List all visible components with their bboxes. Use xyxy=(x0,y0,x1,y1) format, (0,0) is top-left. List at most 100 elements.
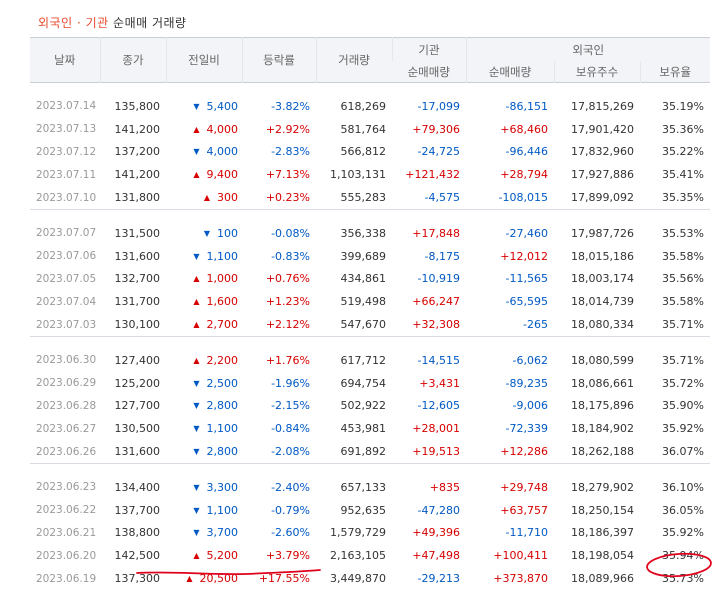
cell-volume: 2,163,105 xyxy=(330,549,386,563)
triangle-up-icon: ▲ xyxy=(193,274,200,284)
change-value: 1,100 xyxy=(206,503,239,517)
cell-close: 127,700 xyxy=(114,399,161,413)
cell-frgn-ratio: 35.58% xyxy=(662,295,704,309)
table-row: 2023.06.20 142,500 ▲ 5,200 +3.79% 2,163,105 +4… xyxy=(30,544,710,567)
cell-volume: 691,892 xyxy=(340,445,387,459)
cell-frgn-hold: 18,014,739 xyxy=(571,295,634,309)
cell-frgn-ratio: 36.05% xyxy=(662,503,704,517)
cell-volume: 566,812 xyxy=(340,145,387,159)
cell-date: 2023.07.07 xyxy=(36,227,97,240)
triangle-down-icon: ▼ xyxy=(193,251,200,261)
triangle-down-icon: ▼ xyxy=(193,401,200,411)
table-row: 2023.07.05 132,700 ▲ 1,000 +0.76% 434,861 -10,… xyxy=(30,268,710,291)
change-value: 1,100 xyxy=(206,249,239,263)
triangle-up-icon: ▲ xyxy=(193,320,200,330)
triangle-down-icon: ▼ xyxy=(193,482,200,492)
group-separator xyxy=(30,335,710,349)
cell-frgn-hold: 17,899,092 xyxy=(571,191,634,205)
cell-frgn-net: -265 xyxy=(523,318,548,332)
title-separator: · xyxy=(76,16,82,30)
cell-frgn-ratio: 35.73% xyxy=(662,572,704,586)
cell-inst-net: +47,498 xyxy=(412,549,460,563)
cell-date: 2023.07.05 xyxy=(36,272,97,285)
cell-change: ▼ 4,000 xyxy=(166,141,242,164)
header-volume: 거래량 xyxy=(315,37,392,83)
group-separator xyxy=(30,462,710,476)
cell-rate: +2.12% xyxy=(265,318,310,332)
cell-frgn-net: -72,339 xyxy=(505,422,548,436)
cell-frgn-hold: 18,086,661 xyxy=(571,376,634,390)
cell-rate: -0.83% xyxy=(271,249,310,263)
cell-change: ▼ 5,400 xyxy=(166,95,242,118)
cell-date: 2023.06.26 xyxy=(36,445,97,458)
cell-change: ▼ 1,100 xyxy=(166,417,242,440)
cell-date: 2023.07.10 xyxy=(36,191,97,204)
table-row: 2023.07.12 137,200 ▼ 4,000 -2.83% 566,812 -24,… xyxy=(30,141,710,164)
cell-rate: -2.40% xyxy=(271,480,310,494)
cell-close: 132,700 xyxy=(114,272,161,286)
cell-frgn-net: -11,565 xyxy=(505,272,548,286)
change-value: 4,000 xyxy=(206,122,239,136)
cell-change: ▼ 3,300 xyxy=(166,476,242,499)
cell-close: 131,500 xyxy=(114,226,161,240)
triangle-down-icon: ▼ xyxy=(193,101,200,111)
triangle-up-icon: ▲ xyxy=(193,297,200,307)
header-close: 종가 xyxy=(99,37,166,83)
cell-frgn-net: -65,595 xyxy=(505,295,548,309)
header-date: 날짜 xyxy=(30,37,100,83)
triangle-up-icon: ▲ xyxy=(193,551,200,561)
cell-frgn-hold: 18,279,902 xyxy=(571,480,634,494)
cell-frgn-ratio: 36.10% xyxy=(662,480,704,494)
cell-volume: 3,449,870 xyxy=(330,572,386,586)
cell-frgn-ratio: 35.92% xyxy=(662,526,704,540)
triangle-up-icon: ▲ xyxy=(193,124,200,134)
cell-volume: 618,269 xyxy=(340,99,387,113)
cell-volume: 1,103,131 xyxy=(330,168,386,182)
cell-rate: -0.08% xyxy=(271,226,310,240)
cell-close: 131,600 xyxy=(114,249,161,263)
cell-date: 2023.06.19 xyxy=(36,572,97,585)
cell-frgn-hold: 18,175,896 xyxy=(571,399,634,413)
change-value: 100 xyxy=(217,226,238,240)
triangle-up-icon: ▲ xyxy=(186,574,193,584)
cell-inst-net: -24,725 xyxy=(417,145,460,159)
cell-frgn-net: +12,286 xyxy=(500,445,548,459)
cell-frgn-net: -6,062 xyxy=(512,353,548,367)
cell-rate: -1.96% xyxy=(271,376,310,390)
change-value: 300 xyxy=(217,191,238,205)
cell-inst-net: -14,515 xyxy=(417,353,460,367)
cell-frgn-hold: 17,832,960 xyxy=(571,145,634,159)
cell-inst-net: +49,396 xyxy=(412,526,460,540)
cell-change: ▼ 2,500 xyxy=(166,372,242,395)
cell-frgn-ratio: 35.71% xyxy=(662,318,704,332)
change-value: 4,000 xyxy=(206,145,239,159)
cell-volume: 502,922 xyxy=(340,399,387,413)
cell-date: 2023.06.28 xyxy=(36,399,97,412)
triangle-down-icon: ▼ xyxy=(193,424,200,434)
cell-change: ▲ 1,000 xyxy=(166,268,242,291)
cell-rate: +1.76% xyxy=(265,353,310,367)
cell-rate: -0.79% xyxy=(271,503,310,517)
cell-change: ▲ 2,200 xyxy=(166,349,242,372)
header-frgn-hold: 보유주수 xyxy=(553,61,640,83)
cell-inst-net: -12,605 xyxy=(417,399,460,413)
title-net-volume: 순매매 거래량 xyxy=(113,16,187,30)
header-foreign: 외국인 xyxy=(465,37,710,61)
header-frgn-net: 순매매량 xyxy=(465,61,554,83)
cell-rate: -2.60% xyxy=(271,526,310,540)
cell-close: 130,500 xyxy=(114,422,161,436)
cell-frgn-net: -86,151 xyxy=(505,99,548,113)
table-row: 2023.06.26 131,600 ▼ 2,800 -2.08% 691,892 +19,… xyxy=(30,440,710,463)
cell-volume: 952,635 xyxy=(340,503,387,517)
cell-date: 2023.06.20 xyxy=(36,549,97,562)
cell-rate: -3.82% xyxy=(271,99,310,113)
cell-frgn-ratio: 35.90% xyxy=(662,399,704,413)
header-change: 전일비 xyxy=(165,37,242,83)
cell-close: 125,200 xyxy=(114,376,161,390)
cell-date: 2023.07.06 xyxy=(36,250,97,263)
change-value: 5,400 xyxy=(206,99,239,113)
cell-change: ▲ 4,000 xyxy=(166,118,242,141)
cell-inst-net: -47,280 xyxy=(417,503,460,517)
table-row: 2023.07.13 141,200 ▲ 4,000 +2.92% 581,764 +79,… xyxy=(30,118,710,141)
table-row: 2023.06.22 137,700 ▼ 1,100 -0.79% 952,635 -47,… xyxy=(30,499,710,522)
